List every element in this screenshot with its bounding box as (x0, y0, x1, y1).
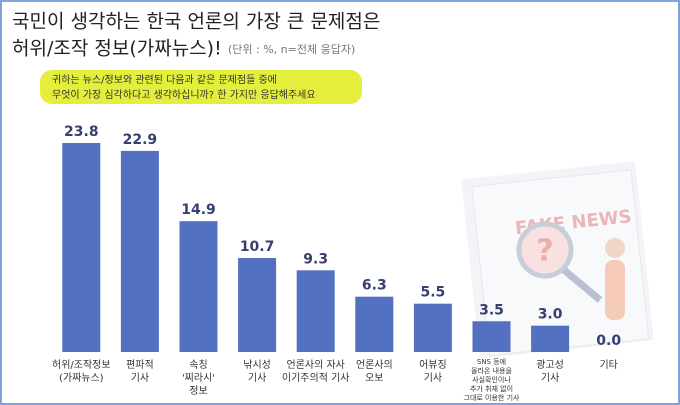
x-tick-label: 어뷰징 (419, 359, 447, 371)
x-tick-label: 이기주의적 기사 (282, 372, 350, 384)
x-tick-label: 언론사의 자사 (287, 359, 345, 371)
subtitle: (단위 : %, n=전체 응답자) (228, 43, 355, 56)
x-tick-label: (가짜뉴스) (59, 372, 104, 384)
x-tick-label: 낚시성 (243, 359, 271, 371)
value-label: 5.5 (420, 285, 445, 301)
question: 귀하는 뉴스/정보와 관련된 다음과 같은 문제점들 중에 (52, 73, 277, 86)
value-label: 10.7 (240, 239, 275, 255)
x-tick-label: 정보 (189, 385, 207, 397)
bar (531, 325, 570, 352)
x-tick-label: 그대로 이용한 기사 (464, 393, 521, 402)
x-tick-label: 기사 (541, 372, 559, 384)
x-tick-label: 기사 (248, 372, 266, 384)
bar (238, 258, 277, 352)
x-tick-label: 기사 (131, 372, 149, 384)
person (605, 260, 625, 320)
x-tick-label: '찌라시' (182, 372, 215, 384)
bar (472, 321, 511, 352)
value-label: 3.5 (479, 302, 504, 318)
bar (413, 303, 452, 352)
x-tick-label: 언론사의 (356, 359, 393, 371)
x-tick-label: SNS 등에 (477, 357, 506, 366)
x-tick-label: 속칭 (189, 359, 207, 371)
bar (120, 150, 159, 352)
value-label: 9.3 (303, 251, 328, 267)
x-tick-label: 올라온 내용을 (471, 366, 512, 375)
question: 무엇이 가장 심각하다고 생각하십니까? 한 가지만 응답해주세요 (52, 88, 316, 101)
bar (296, 270, 335, 352)
x-tick-label: 광고성 (536, 359, 564, 371)
magnifier-handle (561, 267, 603, 303)
chart-title: 허위/조작 정보(가짜뉴스)! (12, 38, 222, 60)
x-tick-label: 편파적 (126, 359, 154, 371)
value-label: 3.0 (538, 307, 563, 323)
x-tick-label: 추가 취재 없이 (470, 384, 513, 393)
chart-title: 국민이 생각하는 한국 언론의 가장 큰 문제점은 (12, 11, 380, 33)
value-label: 6.3 (362, 278, 387, 294)
magnifier-icon: ? (536, 234, 553, 269)
bar (179, 221, 218, 352)
bar (355, 296, 394, 352)
x-tick-label: 오보 (365, 372, 383, 384)
value-label: 14.9 (181, 202, 216, 218)
value-label: 23.8 (64, 124, 99, 140)
x-tick-label: 기타 (599, 359, 617, 371)
person-head (605, 238, 625, 258)
question-box (40, 70, 362, 104)
x-tick-label: 사실확인이나 (472, 375, 511, 384)
x-tick-label: 기사 (424, 372, 442, 384)
illustration: FAKE NEWS ? (461, 161, 654, 359)
bar (62, 143, 101, 352)
magnifier (516, 221, 574, 279)
value-label: 22.9 (123, 132, 158, 148)
value-label: 0.0 (596, 333, 621, 349)
x-tick-label: 허위/조작정보 (52, 358, 111, 371)
